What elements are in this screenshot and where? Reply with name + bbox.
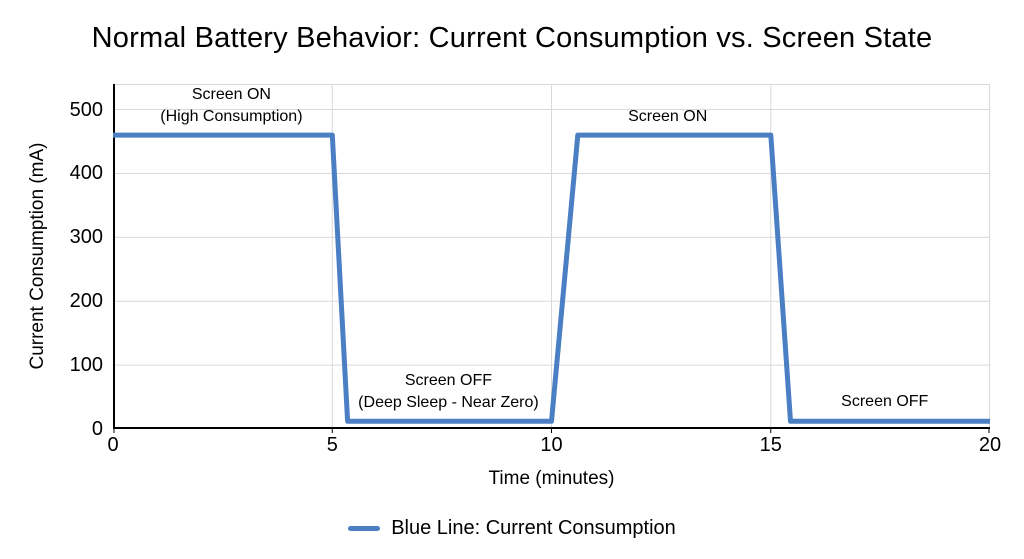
y-tick-label: 100 (69, 354, 103, 377)
x-axis-title: Time (minutes) (488, 468, 615, 489)
x-tick-label: 5 (326, 434, 338, 456)
annotation: Screen OFF (Deep Sleep - Near Zero) (358, 371, 539, 411)
annotation: Screen ON (High Consumption) (160, 86, 303, 126)
y-tick-label: 500 (69, 98, 103, 121)
legend-line-swatch-icon (348, 525, 381, 531)
x-tick-label: 10 (540, 434, 563, 456)
legend-label: Blue Line: Current Consumption (391, 516, 676, 539)
y-tick-label: 400 (69, 162, 103, 185)
x-tick-label: 0 (107, 434, 119, 456)
chart-title: Normal Battery Behavior: Current Consump… (91, 22, 933, 54)
plot-svg (113, 84, 990, 433)
x-tick-label: 15 (759, 434, 782, 456)
series-line (113, 132, 990, 424)
annotation: Screen ON (628, 107, 708, 125)
y-tick-label: 0 (91, 418, 103, 440)
plot-area: Screen ON (High Consumption) Screen OFF (… (113, 84, 990, 433)
y-tick-label: 200 (69, 290, 103, 313)
x-tick-label: 20 (978, 434, 1002, 456)
legend: Blue Line: Current Consumption (0, 513, 1024, 543)
annotation: Screen OFF (841, 393, 929, 411)
y-tick-label: 300 (69, 226, 103, 249)
